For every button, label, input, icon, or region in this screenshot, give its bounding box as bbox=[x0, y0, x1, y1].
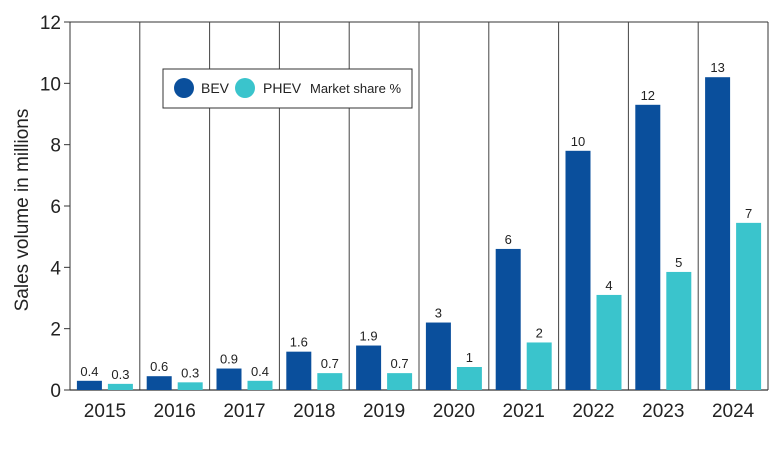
x-tick-label: 2022 bbox=[572, 401, 614, 422]
data-label-phev: 5 bbox=[675, 255, 682, 270]
data-label-bev: 13 bbox=[710, 60, 724, 75]
bar-phev bbox=[526, 342, 552, 390]
y-axis-label: Sales volume in millions bbox=[12, 109, 33, 312]
data-label-bev: 1.6 bbox=[290, 335, 308, 350]
y-tick-label: 0 bbox=[50, 381, 61, 402]
bar-bev bbox=[216, 368, 242, 390]
data-label-phev: 0.3 bbox=[181, 365, 199, 380]
bar-bev bbox=[705, 77, 731, 390]
x-tick-label: 2023 bbox=[642, 401, 684, 422]
x-tick-label: 2017 bbox=[223, 401, 265, 422]
data-label-bev: 1.9 bbox=[360, 329, 378, 344]
y-tick-label: 2 bbox=[50, 320, 61, 341]
data-label-phev: 0.3 bbox=[111, 367, 129, 382]
data-label-phev: 4 bbox=[605, 278, 612, 293]
x-tick-label: 2019 bbox=[363, 401, 405, 422]
bar-phev bbox=[317, 373, 343, 390]
bar-bev bbox=[635, 104, 661, 391]
y-tick-label: 12 bbox=[40, 13, 61, 34]
data-labels: 0.4 0.3 0.6 0.3 0.9 0.4 1.6 0.7 1.9 0.7 3 1 6 2 10 4 12 5… bbox=[80, 60, 752, 382]
legend-market-share-note: Market share % bbox=[310, 81, 401, 96]
data-label-phev: 0.7 bbox=[391, 356, 409, 371]
data-label-bev: 0.9 bbox=[220, 352, 238, 367]
legend-bev-swatch bbox=[174, 78, 194, 98]
bar-phev bbox=[177, 382, 203, 390]
x-tick-label: 2020 bbox=[433, 401, 475, 422]
y-tick-label: 8 bbox=[50, 136, 61, 157]
bar-bev bbox=[76, 380, 102, 390]
bar-bev bbox=[425, 322, 451, 390]
y-tick-label: 10 bbox=[40, 74, 61, 95]
bar-bev bbox=[286, 351, 312, 390]
bar-phev bbox=[596, 294, 622, 390]
legend-box bbox=[162, 68, 413, 109]
bar-bev bbox=[495, 248, 521, 390]
legend-phev-swatch bbox=[235, 78, 255, 98]
data-label-phev: 0.4 bbox=[251, 364, 269, 379]
x-tick-label: 2024 bbox=[712, 401, 755, 422]
legend: BEV PHEV Market share % bbox=[162, 68, 413, 109]
y-tick-label: 6 bbox=[50, 197, 61, 218]
data-label-phev: 1 bbox=[466, 350, 473, 365]
data-label-bev: 0.4 bbox=[80, 364, 98, 379]
legend-phev-label: PHEV bbox=[263, 80, 302, 96]
y-axis: 0 2 4 6 8 10 12 bbox=[40, 13, 71, 402]
y-tick-label: 4 bbox=[50, 258, 61, 279]
bar-phev bbox=[736, 222, 762, 390]
data-label-bev: 12 bbox=[641, 88, 655, 103]
data-label-bev: 0.6 bbox=[150, 359, 168, 374]
data-label-bev: 3 bbox=[435, 306, 442, 321]
bar-phev bbox=[107, 383, 133, 390]
bar-bev bbox=[356, 345, 382, 390]
x-tick-label: 2021 bbox=[503, 401, 545, 422]
x-tick-label: 2015 bbox=[84, 401, 126, 422]
x-tick-label: 2018 bbox=[293, 401, 335, 422]
data-label-phev: 2 bbox=[536, 325, 543, 340]
data-label-bev: 6 bbox=[505, 232, 512, 247]
bar-phev bbox=[456, 367, 482, 390]
bars bbox=[76, 77, 762, 391]
bar-bev bbox=[565, 150, 591, 390]
data-label-phev: 0.7 bbox=[321, 356, 339, 371]
x-tick-label: 2016 bbox=[154, 401, 196, 422]
legend-bev-label: BEV bbox=[201, 80, 230, 96]
data-label-bev: 10 bbox=[571, 134, 585, 149]
bar-phev bbox=[247, 380, 273, 390]
bar-phev bbox=[387, 373, 413, 390]
x-axis: 2015 2016 2017 2018 2019 2020 2021 2022 2023 2024 bbox=[70, 389, 768, 422]
bar-phev bbox=[666, 271, 692, 390]
bar-bev bbox=[146, 376, 172, 390]
data-label-phev: 7 bbox=[745, 206, 752, 221]
